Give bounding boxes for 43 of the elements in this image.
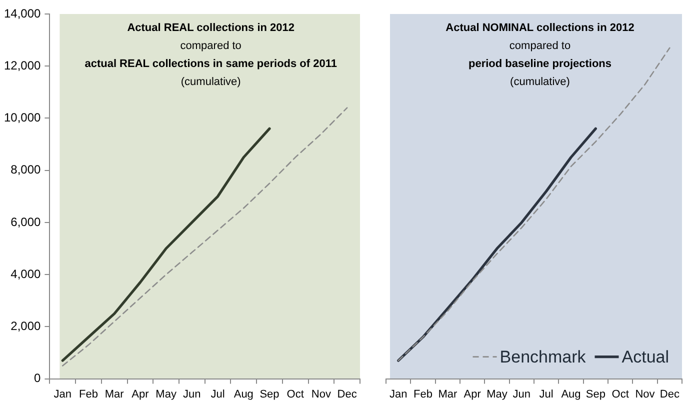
annotation: period baseline projections [468,58,612,70]
x-tick-label: Jun [183,388,201,400]
y-tick-label: 2,000 [10,319,42,333]
y-tick-label: 6,000 [10,214,42,229]
x-tick-label: Nov [311,388,332,400]
x-tick-label: May [156,388,177,400]
legend-label: Benchmark [500,347,586,366]
x-tick-label: Jan [54,388,72,400]
y-tick-label: 0 [34,371,42,386]
text: compared to [180,40,242,52]
line-series [62,107,348,366]
x-tick-label: Dec [337,388,358,400]
annotation: (cumulative) [180,76,241,88]
text: compared to [509,40,571,52]
x-tick-label: Mar [104,388,124,400]
annotation: actual REAL collections in same periods of 2011 [84,58,337,70]
y-tick-label: 12,000 [4,58,42,72]
x-tick-label: Aug [234,388,254,400]
x-tick-label: Sep [260,388,280,400]
x-tick-label: Feb [79,388,98,400]
x-tick-label: Oct [612,388,629,400]
y-tick-label: 4,000 [10,266,42,281]
x-tick-label: Apr [132,388,150,400]
annotation: (cumulative) [510,76,570,88]
x-tick-label: May [486,388,508,400]
x-tick-label: Jul [210,388,225,400]
y-tick-label: 14,000 [4,6,42,20]
x-tick-label: Apr [464,388,482,400]
x-tick-label: Jul [539,388,554,400]
text: Actual REAL collections in 2012 [127,22,294,34]
legend-label: Actual [622,347,669,366]
x-tick-label: Nov [635,388,656,400]
x-tick-label: Dec [660,388,680,400]
x-tick-label: Jun [512,388,531,400]
x-tick-label: Sep [586,388,606,400]
x-tick-label: Oct [286,388,304,400]
x-tick-label: Mar [438,388,458,400]
y-tick-label: 10,000 [4,110,42,125]
y-tick-label: 8,000 [10,162,42,177]
x-tick-label: Aug [561,388,581,400]
x-tick-label: Feb [414,388,432,400]
x-tick-label: Jan [389,388,408,400]
text: Actual NOMINAL collections in 2012 [446,22,634,34]
